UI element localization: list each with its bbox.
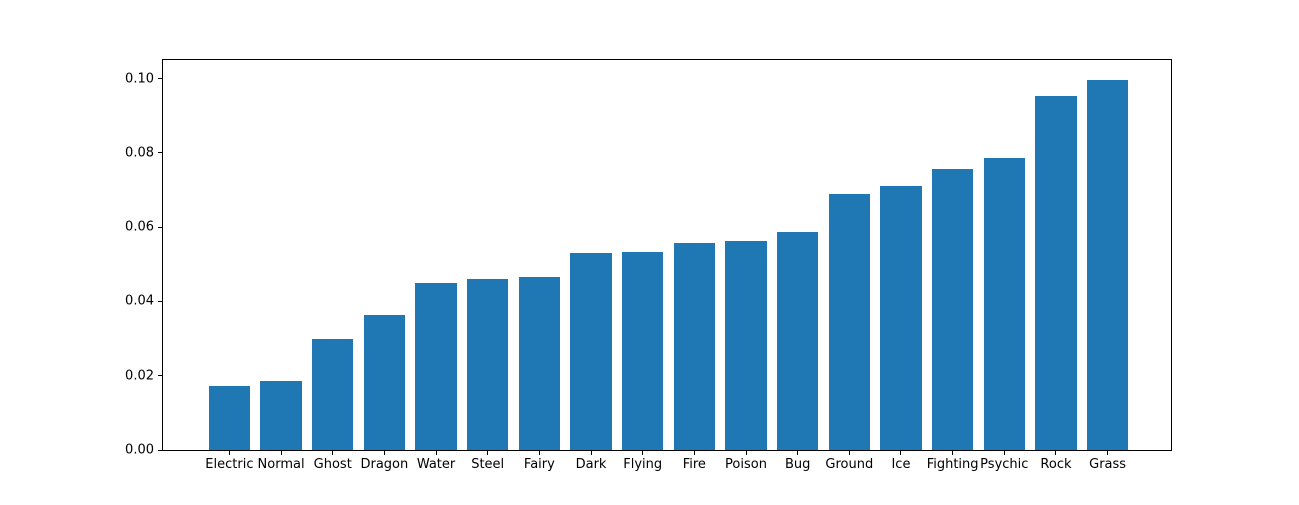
x-tick-label-dragon: Dragon <box>360 457 409 472</box>
y-axis-tick <box>158 375 163 377</box>
x-axis-tick <box>848 450 850 455</box>
bar-grass <box>1086 80 1129 450</box>
x-tick-label-grass: Grass <box>1089 457 1127 472</box>
x-axis-tick <box>900 450 902 455</box>
bar-water <box>415 283 457 450</box>
x-tick-label-ice: Ice <box>891 457 911 472</box>
x-axis-tick <box>693 450 695 455</box>
bar-ground <box>828 194 870 450</box>
bar-rock <box>1035 96 1077 450</box>
bar-ghost <box>312 338 354 450</box>
x-tick-label-psychic: Psychic <box>980 457 1029 472</box>
y-axis-tick <box>158 78 163 80</box>
bar-electric <box>208 385 251 450</box>
y-axis-tick <box>158 152 163 154</box>
x-axis-tick <box>538 450 540 455</box>
x-axis-tick <box>745 450 747 455</box>
y-tick-label: 0.08 <box>125 145 154 161</box>
bar-psychic <box>983 157 1025 450</box>
x-axis-tick <box>952 450 954 455</box>
x-tick-label-electric: Electric <box>205 457 254 472</box>
x-axis-tick <box>332 450 334 455</box>
y-axis-tick <box>158 300 163 302</box>
y-tick-label: 0.04 <box>125 293 154 309</box>
y-axis-tick <box>158 226 163 228</box>
y-tick-label: 0.00 <box>125 442 154 458</box>
x-tick-label-fairy: Fairy <box>523 457 555 472</box>
x-tick-label-normal: Normal <box>257 457 305 472</box>
bar-normal <box>260 380 302 450</box>
y-tick-label: 0.02 <box>125 368 154 384</box>
x-axis-tick <box>642 450 644 455</box>
x-axis-tick <box>797 450 799 455</box>
bar-poison <box>725 241 767 450</box>
bar-bug <box>776 232 819 450</box>
plot-area: 0.00 0.02 0.04 0.06 0.08 0.10 Electric Normal Gh… <box>125 59 1172 471</box>
x-axis-tick <box>383 450 385 455</box>
bar-fire <box>673 243 715 450</box>
x-axis-tick <box>1055 450 1057 455</box>
y-tick-label: 0.10 <box>125 71 154 87</box>
x-axis-tick <box>590 450 592 455</box>
y-axis-tick <box>158 449 163 451</box>
bar-fighting <box>931 168 974 450</box>
bar-steel <box>467 278 509 450</box>
x-axis-tick <box>228 450 230 455</box>
x-axis-tick <box>1107 450 1109 455</box>
bar-fairy <box>518 276 560 450</box>
x-axis-tick <box>1003 450 1005 455</box>
x-tick-label-fire: Fire <box>682 457 706 472</box>
y-tick-label: 0.06 <box>125 219 154 235</box>
x-tick-label-ghost: Ghost <box>313 457 352 472</box>
bar-dark <box>570 253 612 450</box>
x-tick-label-ground: Ground <box>825 457 874 472</box>
x-tick-label-fighting: Fighting <box>926 457 979 472</box>
bar-ice <box>880 185 922 450</box>
x-tick-label-flying: Flying <box>623 457 663 472</box>
x-axis-tick <box>280 450 282 455</box>
x-axis-tick <box>435 450 437 455</box>
x-tick-label-poison: Poison <box>725 457 767 472</box>
x-axis-tick <box>487 450 489 455</box>
x-tick-label-dark: Dark <box>575 457 607 472</box>
bar-dragon <box>363 315 406 450</box>
x-tick-label-water: Water <box>416 457 456 472</box>
bar-flying <box>622 252 664 450</box>
x-tick-label-steel: Steel <box>471 457 505 472</box>
x-tick-label-bug: Bug <box>784 457 811 472</box>
x-tick-label-rock: Rock <box>1040 457 1072 472</box>
